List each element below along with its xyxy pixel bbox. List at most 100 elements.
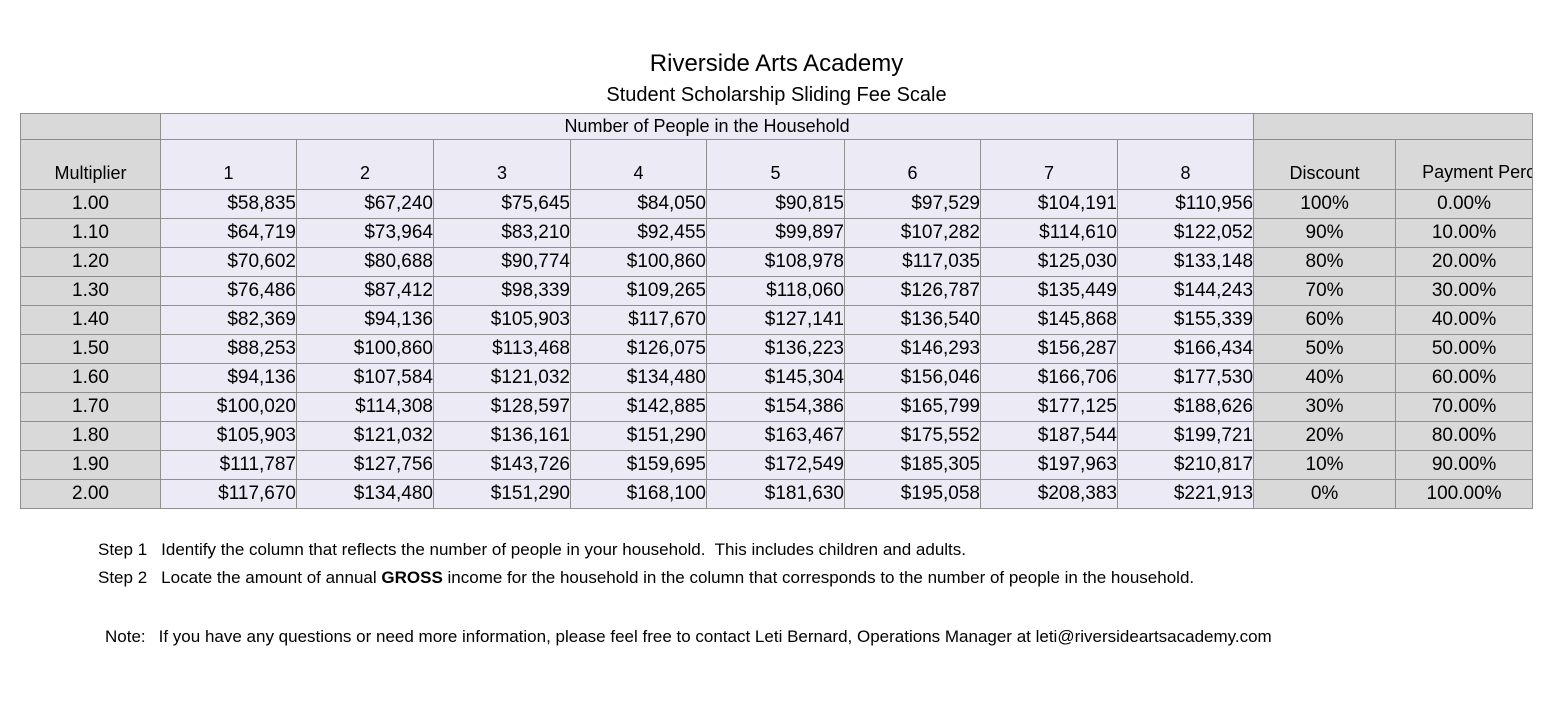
income-cell-6: $156,046 bbox=[844, 362, 981, 393]
income-cell-2: $107,584 bbox=[296, 362, 434, 393]
fee-table-row: 1.60 $94,136 $107,584 $121,032 $134,480 … bbox=[20, 362, 1534, 393]
payment-percent-cell: 100.00% bbox=[1395, 478, 1534, 509]
income-cell-2: $80,688 bbox=[296, 246, 434, 277]
income-cell-6: $136,540 bbox=[844, 304, 981, 335]
step-1-row: Step 1 Identify the column that reflects… bbox=[98, 539, 1553, 561]
step-1-text: Identify the column that reflects the nu… bbox=[161, 539, 966, 559]
page-title: Riverside Arts Academy bbox=[649, 50, 904, 77]
discount-cell: 70% bbox=[1253, 275, 1397, 306]
income-cell-7: $135,449 bbox=[980, 275, 1118, 306]
income-cell-3: $113,468 bbox=[433, 333, 571, 364]
column-header-row: Multiplier 1 2 3 4 5 6 7 8 Discount Paym… bbox=[20, 138, 1534, 190]
income-cell-2: $134,480 bbox=[296, 478, 434, 509]
income-cell-1: $94,136 bbox=[160, 362, 297, 393]
household-col-header-7: 7 bbox=[980, 138, 1118, 190]
income-cell-5: $99,897 bbox=[706, 217, 845, 248]
discount-cell: 30% bbox=[1253, 391, 1397, 422]
income-cell-4: $168,100 bbox=[570, 478, 707, 509]
income-cell-2: $114,308 bbox=[296, 391, 434, 422]
income-cell-3: $105,903 bbox=[433, 304, 571, 335]
payment-percent-cell: 80.00% bbox=[1395, 420, 1534, 451]
payment-percent-header-label: Payment Percent bbox=[1422, 162, 1532, 183]
fee-table-row: 1.50 $88,253 $100,860 $113,468 $126,075 … bbox=[20, 333, 1534, 364]
note-row: Note: If you have any questions or need … bbox=[105, 626, 1553, 648]
income-cell-2: $87,412 bbox=[296, 275, 434, 306]
household-band-header: Number of People in the Household bbox=[159, 112, 1255, 140]
income-cell-4: $134,480 bbox=[570, 362, 707, 393]
multiplier-cell: 1.80 bbox=[20, 420, 161, 451]
income-cell-6: $195,058 bbox=[844, 478, 981, 509]
payment-percent-cell: 40.00% bbox=[1395, 304, 1534, 335]
income-cell-7: $145,868 bbox=[980, 304, 1118, 335]
household-col-header-2: 2 bbox=[296, 138, 434, 190]
income-cell-5: $163,467 bbox=[706, 420, 845, 451]
household-col-header-8: 8 bbox=[1116, 138, 1255, 190]
payment-percent-cell: 30.00% bbox=[1395, 275, 1534, 306]
multiplier-header: Multiplier bbox=[20, 138, 161, 190]
income-cell-4: $92,455 bbox=[570, 217, 707, 248]
multiplier-cell: 1.60 bbox=[20, 362, 161, 393]
income-cell-3: $90,774 bbox=[433, 246, 571, 277]
income-cell-3: $75,645 bbox=[433, 188, 571, 219]
income-cell-8: $177,530 bbox=[1116, 362, 1255, 393]
income-cell-8: $110,956 bbox=[1116, 188, 1255, 219]
income-cell-7: $166,706 bbox=[980, 362, 1118, 393]
fee-table-row: 1.70 $100,020 $114,308 $128,597 $142,885… bbox=[20, 391, 1534, 422]
fee-scale-table: Number of People in the Household Multip… bbox=[20, 112, 1534, 509]
note-text: If you have any questions or need more i… bbox=[158, 626, 1272, 646]
income-cell-5: $172,549 bbox=[706, 449, 845, 480]
step-2-row: Step 2 Locate the amount of annual GROSS… bbox=[98, 567, 1553, 589]
payment-percent-cell: 20.00% bbox=[1395, 246, 1534, 277]
income-cell-1: $88,253 bbox=[160, 333, 297, 364]
income-cell-1: $70,602 bbox=[160, 246, 297, 277]
income-cell-4: $109,265 bbox=[570, 275, 707, 306]
income-cell-5: $108,978 bbox=[706, 246, 845, 277]
multiplier-cell: 1.90 bbox=[20, 449, 161, 480]
fee-table-row: 1.00 $58,835 $67,240 $75,645 $84,050 $90… bbox=[20, 188, 1534, 219]
step-1-label: Step 1 bbox=[98, 539, 148, 559]
income-cell-2: $127,756 bbox=[296, 449, 434, 480]
income-cell-5: $118,060 bbox=[706, 275, 845, 306]
income-cell-8: $122,052 bbox=[1116, 217, 1255, 248]
income-cell-3: $128,597 bbox=[433, 391, 571, 422]
income-cell-8: $155,339 bbox=[1116, 304, 1255, 335]
income-cell-8: $188,626 bbox=[1116, 391, 1255, 422]
income-cell-4: $100,860 bbox=[570, 246, 707, 277]
income-cell-3: $98,339 bbox=[433, 275, 571, 306]
income-cell-5: $136,223 bbox=[706, 333, 845, 364]
corner-cell bbox=[20, 112, 161, 140]
income-cell-3: $151,290 bbox=[433, 478, 571, 509]
income-cell-8: $210,817 bbox=[1116, 449, 1255, 480]
income-cell-8: $144,243 bbox=[1116, 275, 1255, 306]
income-cell-8: $133,148 bbox=[1116, 246, 1255, 277]
income-cell-7: $104,191 bbox=[980, 188, 1118, 219]
income-cell-3: $121,032 bbox=[433, 362, 571, 393]
income-cell-5: $127,141 bbox=[706, 304, 845, 335]
multiplier-cell: 1.00 bbox=[20, 188, 161, 219]
income-cell-6: $175,552 bbox=[844, 420, 981, 451]
discount-cell: 0% bbox=[1253, 478, 1397, 509]
payment-percent-cell: 0.00% bbox=[1395, 188, 1534, 219]
income-cell-7: $187,544 bbox=[980, 420, 1118, 451]
income-cell-6: $107,282 bbox=[844, 217, 981, 248]
income-cell-5: $181,630 bbox=[706, 478, 845, 509]
income-cell-1: $111,787 bbox=[160, 449, 297, 480]
household-col-header-6: 6 bbox=[844, 138, 981, 190]
multiplier-cell: 1.50 bbox=[20, 333, 161, 364]
step-2-text: Locate the amount of annual GROSS income… bbox=[161, 567, 1194, 589]
multiplier-cell: 1.20 bbox=[20, 246, 161, 277]
income-cell-1: $64,719 bbox=[160, 217, 297, 248]
income-cell-6: $117,035 bbox=[844, 246, 981, 277]
income-cell-2: $67,240 bbox=[296, 188, 434, 219]
fee-table-row: 1.10 $64,719 $73,964 $83,210 $92,455 $99… bbox=[20, 217, 1534, 248]
discount-cell: 60% bbox=[1253, 304, 1397, 335]
income-cell-6: $97,529 bbox=[844, 188, 981, 219]
income-cell-4: $117,670 bbox=[570, 304, 707, 335]
fee-table-row: 1.90 $111,787 $127,756 $143,726 $159,695… bbox=[20, 449, 1534, 480]
discount-cell: 90% bbox=[1253, 217, 1397, 248]
note-label: Note: bbox=[105, 626, 146, 646]
income-cell-7: $197,963 bbox=[980, 449, 1118, 480]
page-subtitle: Student Scholarship Sliding Fee Scale bbox=[606, 83, 947, 106]
income-cell-6: $185,305 bbox=[844, 449, 981, 480]
income-cell-3: $83,210 bbox=[433, 217, 571, 248]
